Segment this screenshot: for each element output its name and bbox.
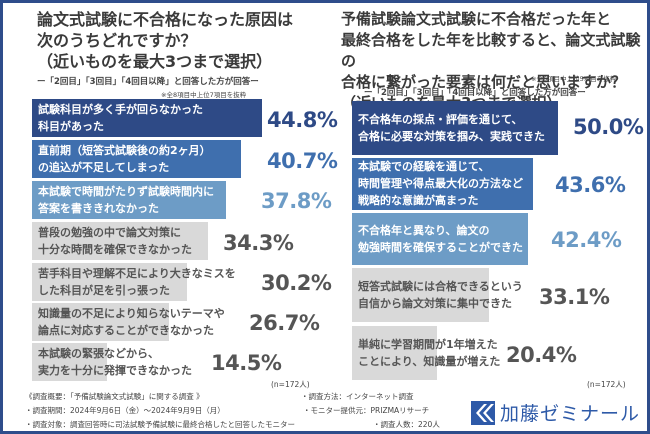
bar-label: 普段の勉強の中で論文対策に 十分な時間を確保できなかった (38, 226, 192, 256)
survey-target: ・調査対象：調査回答時に司法試験予備試験に最終合格したと回答したモニター (25, 420, 295, 429)
left-bar-6: 知識量の不足により知らないテーマや 論点に対応することができなかった (32, 303, 225, 341)
left-pct-3: 37.8% (261, 189, 332, 213)
left-bar-3: 本試験で時間がたりず試験時間内に 答案を書ききれなかった (32, 181, 226, 219)
bar-label: 不合格年と異なり、論文の 勉強時間を確保することができた (358, 224, 523, 254)
right-bar-4: 短答式試験には合格できるという 自信から論文対策に集中できた (352, 268, 523, 322)
left-pct-4: 34.3% (223, 231, 294, 255)
right-bar-5: 単純に学習期間が1年増えた ことにより、知識量が増えた (352, 326, 500, 380)
survey-period: ・調査期間：2024年9月6日（金）〜2024年9月9日（月） (25, 406, 225, 415)
right-pct-3: 42.4% (551, 228, 622, 252)
survey-summary: 《調査概要：「予備試験論文式試験」に関する調査 》 (25, 392, 204, 401)
right-note: ※全6項目中上位5項目を抜粋 (531, 75, 617, 83)
left-bar-7: 本試験の緊張などから、 実力を十分に発揮できなかった (32, 343, 192, 381)
kato-seminar-logo: 加藤ゼミナール (471, 399, 640, 426)
bar-label: 直前期（短答式試験後の約2ヶ月） の追込が不足してしまった (38, 144, 211, 174)
left-pct-7: 14.5% (211, 351, 282, 375)
left-title-line: 論文式試験に不合格になった原因は (37, 10, 294, 29)
left-title-line: 次のうちどれですか？ (37, 31, 197, 50)
bar-label: 単純に学習期間が1年増えた ことにより、知識量が増えた (358, 338, 501, 368)
left-subtitle: ー「2回目」「3回目」「4回目以降」と回答した方が回答ー (37, 77, 259, 87)
survey-method: ・調査方法：インターネット調査 (301, 392, 414, 401)
survey-provider: ・モニター提供元：PRIZMAリサーチ (303, 406, 430, 415)
right-pct-4: 33.1% (539, 285, 610, 309)
left-pct-5: 30.2% (261, 271, 332, 295)
left-note: ※全8項目中上位7項目を抜粋 (161, 91, 247, 99)
bar-label: 短答式試験には合格できるという 自信から論文対策に集中できた (358, 280, 523, 310)
left-chart-title: 論文式試験に不合格になった原因は 次のうちどれですか？ （近いものを最大3つまで… (37, 9, 293, 72)
right-title-line: 予備試験論文式試験に不合格だった年と (341, 10, 612, 28)
right-chart-title: 予備試験論文式試験に不合格だった年と 最終合格をした年を比較すると、論文式試験の… (341, 9, 647, 114)
kato-chevron-logo-icon (471, 400, 495, 425)
right-pct-5: 20.4% (506, 343, 577, 367)
left-sample-size: (n=172人) (271, 380, 310, 389)
bar-label: 試験科目が多く手が回らなかった 科目があった (38, 103, 203, 133)
survey-count: ・調査人数：220人 (373, 420, 440, 429)
left-bar-2: 直前期（短答式試験後の約2ヶ月） の追込が不足してしまった (32, 140, 241, 178)
right-pct-2: 43.6% (555, 173, 626, 197)
left-title-line: （近いものを最大3つまで選択） (37, 52, 273, 71)
right-subtitle: ー「2回目」「3回目」「4回目以降」と回答した方が回答ー (364, 88, 586, 98)
left-pct-1: 44.8% (267, 108, 338, 132)
bar-label: 不合格年の採点・評価を通じて、 合格に必要な対策を掴み、実践できた (358, 113, 545, 143)
left-pct-2: 40.7% (267, 149, 338, 173)
right-title-line: 最終合格をした年を比較すると、論文式試験の (341, 31, 641, 70)
bar-label: 本試験での経験を通じて、 時間管理や得点最大化の方法など 戦略的な意識が高まった (358, 160, 523, 207)
right-bar-2: 本試験での経験を通じて、 時間管理や得点最大化の方法など 戦略的な意識が高まった (352, 158, 533, 210)
bar-label: 知識量の不足により知らないテーマや 論点に対応することができなかった (38, 307, 225, 337)
left-bar-5: 苦手科目や理解不足により大きなミスを した科目が足を引っ張った (32, 263, 236, 301)
bar-label: 本試験の緊張などから、 実力を十分に発揮できなかった (38, 347, 192, 377)
logo-text: 加藤ゼミナール (500, 403, 641, 425)
left-bar-1: 試験科目が多く手が回らなかった 科目があった (32, 99, 262, 137)
right-title-line: 合格に繋がった要素は何だと思いますか？ (341, 73, 627, 91)
left-bar-4: 普段の勉強の中で論文対策に 十分な時間を確保できなかった (32, 222, 208, 260)
right-pct-1: 50.0% (573, 115, 644, 139)
right-bar-1: 不合格年の採点・評価を通じて、 合格に必要な対策を掴み、実践できた (352, 101, 558, 155)
bar-label: 苦手科目や理解不足により大きなミスを した科目が足を引っ張った (38, 267, 236, 297)
left-pct-6: 26.7% (249, 311, 320, 335)
bar-label: 本試験で時間がたりず試験時間内に 答案を書ききれなかった (38, 185, 214, 215)
right-bar-3: 不合格年と異なり、論文の 勉強時間を確保することができた (352, 213, 528, 265)
right-sample-size: (n=172人) (587, 380, 626, 389)
